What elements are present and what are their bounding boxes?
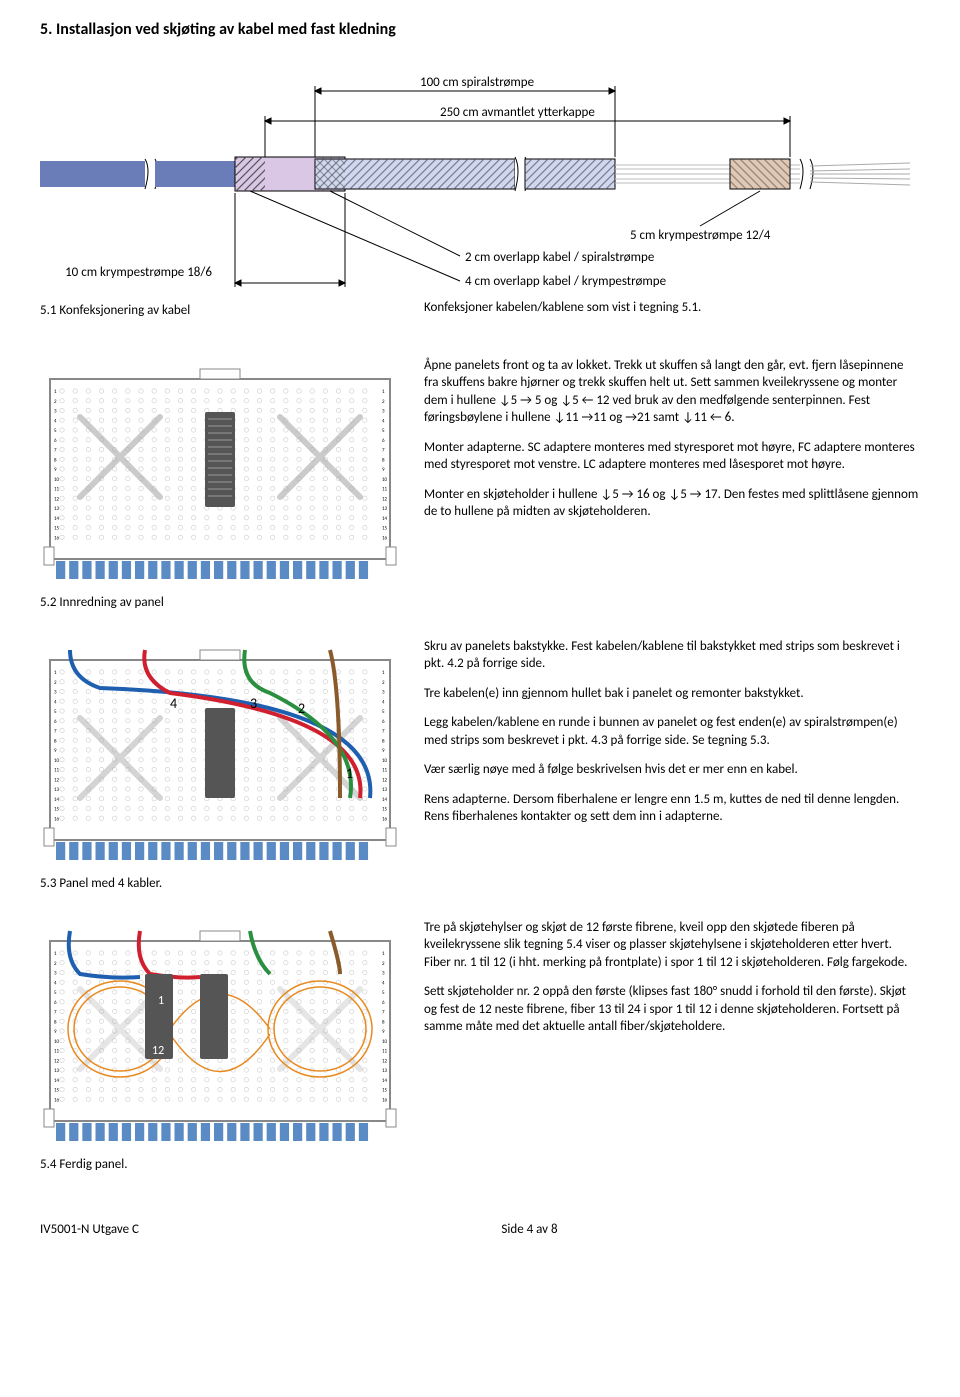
p-5-3-3: Legg kabelen/kablene en runde i bunnen a… (424, 714, 920, 749)
label-overlap-spiral: 2 cm overlapp kabel / spiralstrømpe (465, 250, 654, 265)
svg-text:12: 12 (382, 777, 388, 783)
svg-text:12: 12 (54, 496, 60, 502)
caption-5-2: 5.2 Innredning av panel (40, 595, 400, 610)
svg-text:16: 16 (382, 535, 388, 541)
footer-right: Side 4 av 8 (501, 1222, 557, 1237)
svg-text:15: 15 (54, 806, 60, 812)
svg-text:12: 12 (54, 1058, 60, 1064)
svg-text:15: 15 (382, 806, 388, 812)
svg-text:13: 13 (382, 506, 388, 512)
p-5-3-4: Vær særlig nøye med å følge beskrivelsen… (424, 761, 920, 779)
panel-5-3: 1122334455667788991010111112121313141415… (40, 638, 400, 868)
svg-text:16: 16 (54, 816, 60, 822)
p-5-2-1: Åpne panelets front og ta av lokket. Tre… (424, 357, 920, 427)
svg-text:16: 16 (382, 1097, 388, 1103)
p-5-2-2: Monter adapterne. SC adaptere monteres m… (424, 439, 920, 474)
svg-text:13: 13 (54, 1068, 60, 1074)
cable-num-1: 1 (346, 765, 353, 782)
svg-text:11: 11 (54, 486, 60, 492)
label-overlap-krympe: 4 cm overlapp kabel / krympestrømpe (465, 274, 666, 289)
p-5-3-5: Rens adapterne. Dersom fiberhalene er le… (424, 791, 920, 826)
label-krympe-10: 10 cm krympestrømpe 18/6 (65, 265, 212, 280)
p-5-4-2: Sett skjøteholder nr. 2 oppå den første … (424, 983, 920, 1036)
svg-text:12: 12 (382, 1058, 388, 1064)
svg-text:16: 16 (54, 1097, 60, 1103)
svg-text:11: 11 (382, 486, 388, 492)
svg-text:13: 13 (382, 787, 388, 793)
svg-text:11: 11 (54, 1048, 60, 1054)
caption-5-3: 5.3 Panel med 4 kabler. (40, 876, 400, 891)
caption-5-1: 5.1 Konfeksjonering av kabel (40, 303, 400, 318)
svg-text:15: 15 (382, 525, 388, 531)
svg-text:15: 15 (382, 1087, 388, 1093)
p-5-3-1: Skru av panelets bakstykke. Fest kabelen… (424, 638, 920, 673)
svg-text:13: 13 (54, 506, 60, 512)
p-5-4-1: Tre på skjøtehylser og skjøt de 12 først… (424, 919, 920, 972)
svg-text:14: 14 (54, 1077, 60, 1083)
svg-text:14: 14 (54, 796, 60, 802)
cable-diagram: 100 cm spiralstrømpe 250 cm avmantlet yt… (40, 51, 920, 291)
svg-text:10: 10 (54, 476, 60, 482)
p-5-3-2: Tre kabelen(e) inn gjennom hullet bak i … (424, 685, 920, 703)
svg-text:10: 10 (382, 1038, 388, 1044)
svg-text:11: 11 (382, 1048, 388, 1054)
svg-text:15: 15 (54, 1087, 60, 1093)
panel-5-4: 1122334455667788991010111112121313141415… (40, 919, 400, 1149)
svg-text:12: 12 (54, 777, 60, 783)
svg-text:14: 14 (382, 515, 388, 521)
svg-text:14: 14 (382, 796, 388, 802)
section-heading: 5. Installasjon ved skjøting av kabel me… (40, 20, 920, 39)
cable-num-4: 4 (170, 695, 177, 712)
panel-5-2: 1122334455667788991010111112121313141415… (40, 357, 400, 587)
svg-text:11: 11 (54, 767, 60, 773)
svg-text:16: 16 (54, 535, 60, 541)
svg-text:14: 14 (54, 515, 60, 521)
label-ytterkappe-250: 250 cm avmantlet ytterkappe (440, 105, 595, 120)
caption-5-4: 5.4 Ferdig panel. (40, 1157, 400, 1172)
svg-text:10: 10 (54, 757, 60, 763)
svg-text:10: 10 (382, 757, 388, 763)
svg-text:10: 10 (54, 1038, 60, 1044)
svg-text:15: 15 (54, 525, 60, 531)
holder-label-1: 1 (158, 994, 164, 1008)
svg-text:16: 16 (382, 816, 388, 822)
label-spiral-100: 100 cm spiralstrømpe (420, 75, 534, 90)
footer-left: IV5001-N Utgave C (40, 1222, 139, 1237)
label-krympe-5: 5 cm krympestrømpe 12/4 (630, 228, 771, 243)
p-5-2-3: Monter en skjøteholder i hullene ↓5 → 16… (424, 486, 920, 521)
svg-text:12: 12 (382, 496, 388, 502)
cable-num-2: 2 (298, 700, 305, 717)
holder-label-12: 12 (152, 1044, 164, 1058)
svg-text:14: 14 (382, 1077, 388, 1083)
svg-text:11: 11 (382, 767, 388, 773)
svg-text:10: 10 (382, 476, 388, 482)
body-5-1: Konfeksjoner kabelen/kablene som vist i … (424, 299, 920, 317)
svg-text:13: 13 (382, 1068, 388, 1074)
svg-text:13: 13 (54, 787, 60, 793)
cable-num-3: 3 (250, 695, 257, 712)
